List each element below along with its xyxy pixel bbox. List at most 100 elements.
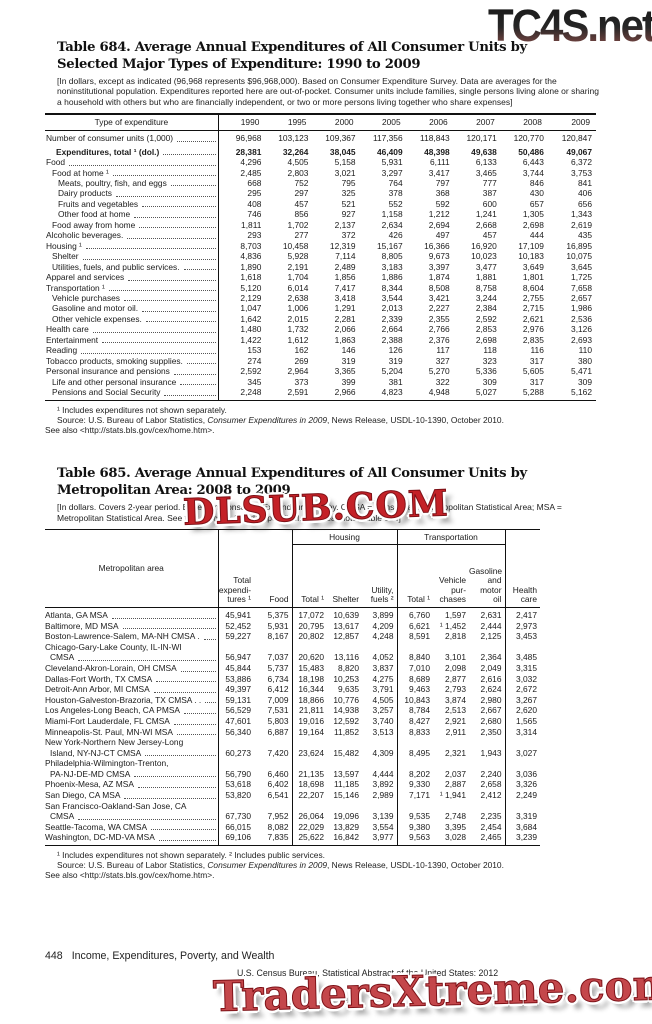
dot-leader (173, 716, 216, 725)
value-cell: 3,684 (516, 821, 537, 832)
table-row: Tobacco products, smoking supplies. 274 26… (45, 355, 596, 367)
dot-leader (128, 272, 216, 281)
value-cell: 32,264 (282, 146, 309, 157)
table685-title-line2: Metropolitan Area: 2008 to 2009 (57, 482, 291, 498)
value-cell: 16,344 (298, 684, 324, 695)
table-row: Philadelphia-Wilmington-Trenton, PA-NJ-DE… (45, 758, 540, 780)
value-cell: 3,417 (428, 167, 450, 178)
value-cell: 3,421 (428, 293, 450, 304)
value-cell: 56,529 (225, 705, 251, 716)
value-cell: 2,248 (240, 387, 262, 398)
col-header-total-expenditures: Total expendi- tures ¹ (218, 575, 251, 605)
value-cell: 1,565 (516, 715, 537, 726)
value-cell: 1,241 (475, 209, 497, 220)
value-cell: 17,072 (298, 609, 324, 620)
value-cell: 8,703 (240, 240, 262, 251)
table-row: Houston-Galveston-Brazoria, TX CMSA . . 5… (45, 694, 540, 706)
value-cell: 4,505 (362, 694, 398, 706)
dot-leader (116, 188, 216, 197)
source-publication: Consumer Expenditures in 2009 (207, 860, 328, 871)
value-cell: 4,948 (428, 387, 450, 398)
value-cell: 9,463 (409, 684, 430, 695)
value-cell: 5,605 (522, 366, 544, 377)
table684-footnotes: ¹ Includes expenditures not shown separa… (45, 405, 608, 436)
value-cell: 8,689 (409, 673, 430, 684)
value-cell: 8,427 (409, 715, 430, 726)
value-cell: 293 (247, 230, 262, 241)
value-cell: 5,737 (254, 662, 293, 674)
value-cell: 4,052 (362, 641, 398, 663)
value-cell: 7,171 (409, 790, 430, 801)
value-cell: 430 (529, 188, 544, 199)
value-cell: 2,049 (469, 662, 506, 674)
row-label: Washington, DC-MD-VA MSA (45, 832, 219, 846)
dot-leader (153, 684, 216, 693)
value-cell: 69,106 (225, 832, 251, 843)
dot-leader (123, 293, 216, 302)
value-cell: 2,619 (571, 219, 592, 230)
value-cell: 2,989 (362, 790, 398, 801)
row-label: Tobacco products, smoking supplies. (45, 355, 219, 367)
value-cell: 13,617 (333, 620, 359, 631)
table-row: Entertainment 1,422 1,612 1,863 2,388 2,376 2,… (45, 334, 596, 346)
value-cell: 2,191 (287, 261, 309, 272)
value-cell: 1,863 (334, 334, 356, 345)
value-cell: 7,417 (334, 282, 356, 293)
dot-leader (108, 283, 216, 292)
row-label: Dairy products (45, 188, 219, 199)
value-cell: 2,591 (287, 387, 309, 398)
value-cell: 5,270 (428, 366, 450, 377)
value-cell: 3,239 (516, 832, 537, 843)
row-label: Entertainment (45, 334, 219, 346)
table-row: Dairy products 295 297 325 378 368 387 430 406 (45, 188, 596, 199)
value-cell: 10,023 (471, 251, 497, 262)
value-cell: 118,843 (420, 133, 450, 144)
value-cell: 3,513 (362, 726, 398, 738)
row-label: Pensions and Social Security (45, 387, 219, 401)
value-cell: 3,554 (362, 821, 398, 833)
dot-leader (170, 178, 216, 187)
value-cell: 18,698 (298, 779, 324, 790)
col-header-food: Food (254, 529, 293, 608)
value-cell: 8,784 (409, 705, 430, 716)
footer-section-title: Income, Expenditures, Poverty, and Wealt… (71, 950, 275, 962)
value-cell: 14,938 (333, 705, 359, 716)
value-cell: 600 (482, 198, 497, 209)
value-cell: 5,931 (381, 157, 403, 168)
value-cell: 2,631 (469, 607, 506, 621)
value-cell: 2,616 (469, 673, 506, 685)
value-cell: 19,096 (333, 811, 359, 822)
dot-leader (156, 674, 216, 683)
value-cell: 6,412 (254, 684, 293, 695)
table684-title-line1: Table 684. Average Annual Expenditures o… (57, 40, 527, 55)
value-cell: 18,866 (298, 694, 324, 705)
value-cell: 3,257 (362, 705, 398, 716)
value-cell: 592 (435, 198, 450, 209)
value-cell: 2,658 (469, 779, 506, 791)
dot-leader (180, 377, 216, 386)
value-cell: 372 (341, 230, 356, 241)
value-cell: 277 (294, 230, 309, 241)
value-cell: 6,734 (254, 673, 293, 685)
value-cell: 2,489 (334, 261, 356, 272)
row-label: Expenditures, total ¹ (dol.) (45, 143, 219, 158)
value-cell: 5,162 (571, 387, 592, 398)
value-cell: 2,793 (445, 684, 466, 695)
table-row: Phoenix-Mesa, AZ MSA 53,618 6,402 18,698 11,… (45, 779, 540, 791)
value-cell: 10,639 (333, 609, 359, 620)
value-cell: 297 (294, 188, 309, 199)
table685-body: Atlanta, GA MSA 45,941 5,375 17,072 10,639 3,… (45, 607, 540, 846)
table-row: Chicago-Gary-Lake County, IL-IN-WI CMSA 56… (45, 641, 540, 663)
value-cell: 322 (435, 376, 450, 387)
value-cell: 2,964 (287, 366, 309, 377)
table-row: Life and other personal insurance 345 373 3… (45, 376, 596, 388)
table684: Type of expenditure 1990 1995 2000 2005 … (45, 113, 596, 401)
dot-leader (186, 356, 216, 365)
row-label: Gasoline and motor oil. (45, 303, 219, 314)
value-cell: 2,698 (522, 219, 544, 230)
value-cell: 656 (578, 198, 592, 209)
row-label: New York-Northern New Jersey-Long Island,… (45, 737, 219, 759)
value-cell: 3,649 (522, 261, 544, 272)
value-cell: 3,395 (445, 821, 466, 832)
